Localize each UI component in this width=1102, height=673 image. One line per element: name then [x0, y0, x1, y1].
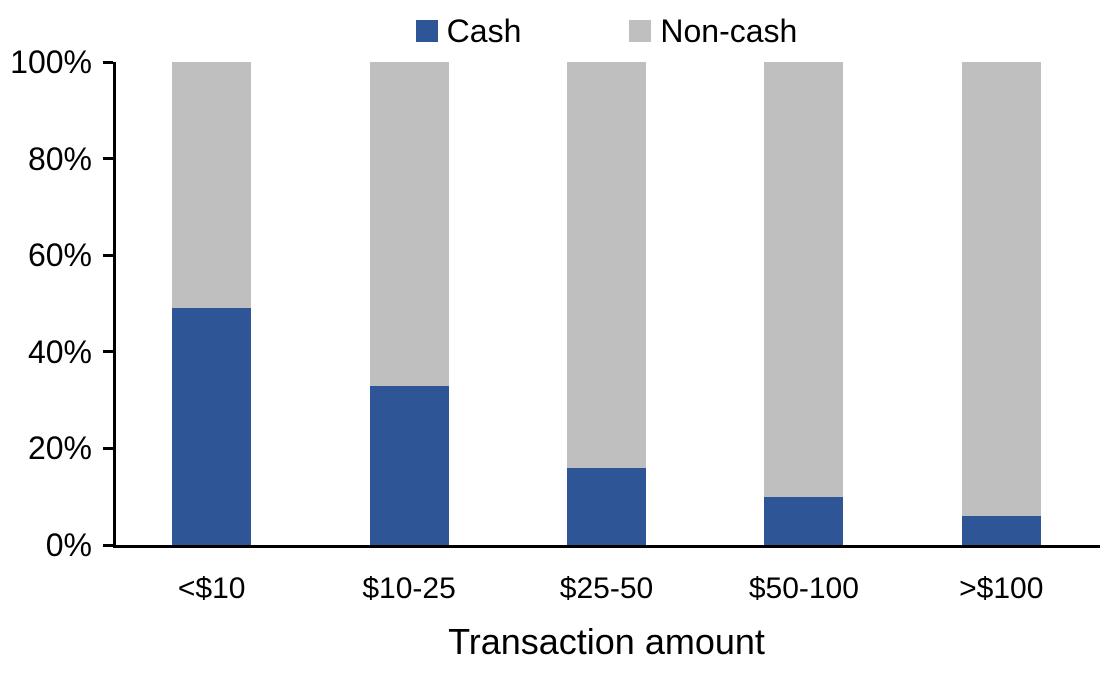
y-tick	[103, 157, 113, 161]
y-tick-label: 80%	[27, 140, 92, 177]
chart-legend: Cash Non-cash	[113, 11, 1100, 51]
y-tick	[103, 350, 113, 354]
x-category-label: $10-25	[362, 572, 456, 605]
y-tick-label: 40%	[27, 333, 92, 370]
y-axis-line	[113, 62, 116, 548]
bar-segment-non-cash	[764, 62, 844, 497]
bar-segment-cash	[567, 467, 646, 545]
y-tick	[103, 253, 113, 257]
x-category-label: >$100	[959, 572, 1044, 605]
y-tick-label: 60%	[27, 237, 92, 274]
bar-segment-non-cash	[172, 62, 252, 309]
bar-segment-cash	[172, 308, 252, 545]
legend-item-cash: Cash	[415, 11, 522, 51]
bar-segment-cash	[369, 385, 449, 545]
x-axis-line	[113, 545, 1100, 548]
y-tick-label: 0%	[45, 527, 92, 563]
x-axis-title: Transaction amount	[448, 621, 765, 662]
bar-segment-cash	[961, 516, 1041, 545]
bar-segment-cash	[764, 496, 844, 545]
cash-swatch-icon	[415, 20, 438, 42]
bar-segment-non-cash	[567, 62, 646, 468]
legend-label-cash: Cash	[446, 13, 522, 49]
y-tick	[103, 543, 113, 547]
noncash-swatch-icon	[629, 20, 652, 42]
y-tick	[103, 60, 113, 64]
y-tick	[103, 446, 113, 450]
legend-label-noncash: Non-cash	[660, 13, 798, 49]
y-tick-label: 20%	[27, 430, 92, 467]
plot-area	[103, 60, 1100, 548]
legend-item-noncash: Non-cash	[629, 11, 797, 51]
bar-segment-non-cash	[961, 62, 1041, 516]
x-category-label: <$10	[177, 572, 246, 605]
y-tick-label: 100%	[10, 44, 92, 80]
bar-segment-non-cash	[369, 62, 449, 386]
x-category-label: $50-100	[748, 572, 859, 605]
x-category-label: $25-50	[559, 572, 654, 605]
